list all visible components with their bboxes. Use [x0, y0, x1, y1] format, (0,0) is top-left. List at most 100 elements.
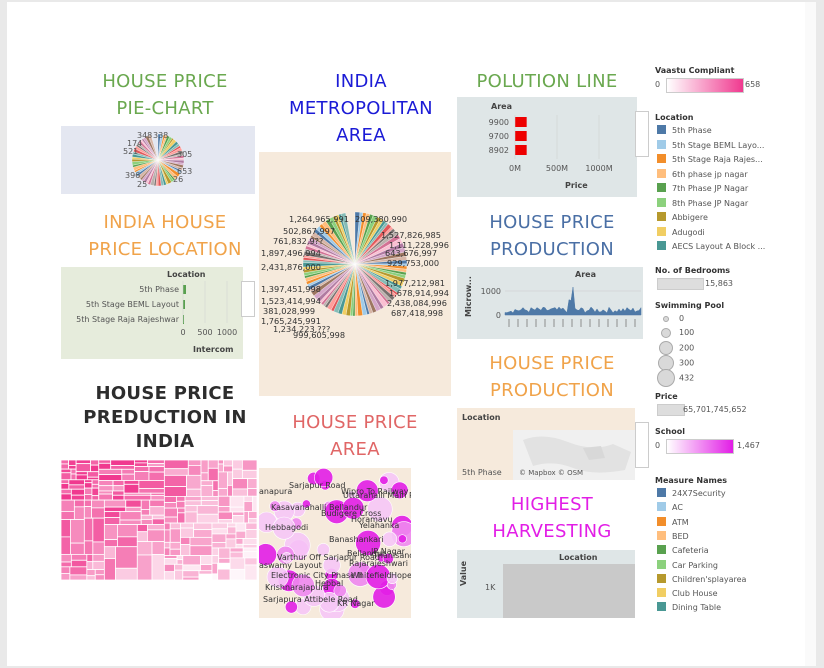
treemap-cell[interactable]: [241, 460, 257, 471]
treemap-cell[interactable]: [235, 538, 244, 545]
treemap-cell[interactable]: [247, 488, 257, 497]
treemap-cell[interactable]: [184, 500, 202, 507]
treemap-cell[interactable]: [91, 495, 100, 501]
treemap-cell[interactable]: [163, 558, 178, 565]
treemap-cell[interactable]: [217, 511, 233, 521]
treemap-cell[interactable]: [211, 547, 220, 556]
treemap-cell[interactable]: [117, 524, 138, 538]
treemap-cell[interactable]: [61, 472, 72, 481]
production-area-chart[interactable]: Area Microw... 1000 0: [457, 267, 643, 339]
treemap-cell[interactable]: [98, 493, 114, 501]
pollution-scrollbar[interactable]: [635, 111, 649, 157]
area-bubble[interactable]: [291, 573, 315, 598]
treemap-cell[interactable]: [229, 557, 246, 570]
area-bubble[interactable]: [391, 481, 409, 499]
treemap-cell[interactable]: [163, 516, 178, 524]
treemap-cell[interactable]: [151, 514, 165, 520]
treemap-cell[interactable]: [223, 460, 234, 467]
treemap-cell[interactable]: [91, 479, 100, 485]
treemap-cell[interactable]: [73, 506, 85, 520]
treemap-cell[interactable]: [134, 471, 150, 481]
location-bar[interactable]: [183, 300, 185, 309]
treemap-cell[interactable]: [243, 500, 254, 512]
treemap-cell[interactable]: [218, 547, 231, 559]
treemap-cell[interactable]: [163, 502, 177, 509]
treemap-cell[interactable]: [184, 496, 202, 502]
treemap-cell[interactable]: [163, 474, 187, 487]
legend-measure-item[interactable]: Club House: [657, 588, 718, 599]
treemap-cell[interactable]: [163, 468, 189, 476]
treemap-cell[interactable]: [163, 555, 178, 559]
treemap-cell[interactable]: [134, 460, 149, 464]
treemap-cell[interactable]: [136, 554, 153, 580]
treemap-cell[interactable]: [84, 494, 93, 501]
treemap-cell[interactable]: [217, 460, 224, 465]
treemap-cell[interactable]: [148, 471, 165, 481]
treemap-cell[interactable]: [147, 529, 165, 543]
pie-chart-panel[interactable]: 348 338 174 521 305 653 396 25 26: [61, 126, 255, 194]
treemap-cell[interactable]: [98, 490, 114, 495]
treemap-cell[interactable]: [248, 511, 257, 520]
treemap-cell[interactable]: [125, 499, 142, 508]
treemap-cell[interactable]: [148, 466, 165, 473]
production-2-scrollbar[interactable]: [635, 422, 649, 468]
treemap-cell[interactable]: [196, 505, 219, 515]
treemap-cell[interactable]: [225, 538, 237, 549]
treemap-cell[interactable]: [91, 487, 100, 497]
treemap-cell[interactable]: [69, 519, 85, 544]
treemap-cell[interactable]: [189, 536, 213, 547]
treemap-cell[interactable]: [86, 569, 96, 577]
treemap-cell[interactable]: [91, 499, 105, 509]
treemap-cell[interactable]: [200, 480, 214, 486]
treemap-cell[interactable]: [134, 466, 150, 473]
treemap-cell[interactable]: [243, 495, 254, 502]
treemap-cell[interactable]: [98, 474, 123, 481]
treemap-cell[interactable]: [200, 500, 219, 507]
location-panel[interactable]: Location 5th Phase 5th Stage BEML Layout 5…: [61, 267, 243, 359]
treemap-cell[interactable]: [84, 479, 93, 484]
treemap-cell[interactable]: [86, 575, 96, 580]
area-bubble[interactable]: [281, 552, 293, 563]
treemap-cell[interactable]: [180, 522, 195, 529]
treemap-cell[interactable]: [217, 463, 224, 473]
treemap-cell[interactable]: [136, 541, 153, 556]
treemap-cell[interactable]: [119, 511, 142, 521]
treemap-cell[interactable]: [200, 460, 209, 474]
treemap-cell[interactable]: [229, 568, 246, 580]
location-bar[interactable]: [183, 315, 184, 324]
treemap-cell[interactable]: [200, 564, 213, 572]
legend-location-item[interactable]: 6th phase jp nagar: [657, 168, 748, 180]
treemap-cell[interactable]: [98, 480, 114, 487]
treemap-cell[interactable]: [121, 473, 135, 481]
legend-location-item[interactable]: Adugodi: [657, 226, 705, 238]
treemap-cell[interactable]: [150, 495, 165, 501]
pollution-bar[interactable]: [515, 117, 527, 127]
area-bubble[interactable]: [322, 556, 341, 575]
treemap-cell[interactable]: [163, 563, 176, 573]
treemap-cell[interactable]: [61, 463, 70, 470]
treemap-cell[interactable]: [225, 533, 237, 540]
treemap-cell[interactable]: [232, 478, 249, 490]
treemap-cell[interactable]: [149, 506, 165, 516]
treemap-cell[interactable]: [112, 490, 125, 496]
area-bubble[interactable]: [269, 500, 281, 512]
small-pie-slice[interactable]: [147, 134, 159, 161]
treemap-cell[interactable]: [90, 460, 100, 466]
treemap-cell[interactable]: [94, 569, 105, 576]
treemap-cell[interactable]: [61, 499, 75, 512]
treemap-cell[interactable]: [186, 474, 202, 490]
treemap-cell[interactable]: [103, 506, 127, 513]
treemap-cell[interactable]: [147, 463, 165, 467]
treemap-cell[interactable]: [217, 471, 228, 489]
treemap-cell[interactable]: [177, 512, 186, 524]
treemap-cell[interactable]: [232, 511, 245, 516]
treemap-cell[interactable]: [211, 528, 228, 535]
treemap-cell[interactable]: [180, 536, 191, 545]
treemap-cell[interactable]: [83, 540, 94, 555]
treemap-cell[interactable]: [68, 465, 77, 470]
treemap-cell[interactable]: [212, 480, 219, 492]
treemap-cell[interactable]: [169, 528, 181, 543]
treemap-cell[interactable]: [175, 500, 186, 509]
harvesting-panel[interactable]: Location Value 1K: [457, 550, 635, 618]
